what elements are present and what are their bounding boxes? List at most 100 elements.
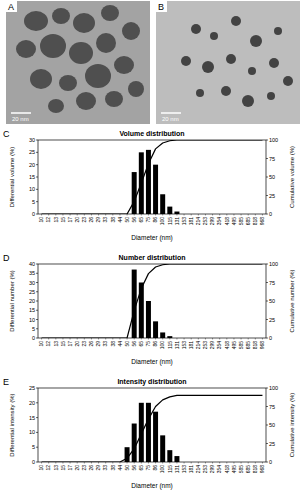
particle <box>269 58 279 68</box>
particle <box>59 75 77 91</box>
y2-tick-label: 50 <box>269 422 275 428</box>
y-tick-label: 10 <box>29 186 35 192</box>
x-tick-label: 12 <box>45 217 51 223</box>
plot-frame <box>38 264 266 338</box>
cumulative-line <box>42 140 263 214</box>
x-tick-label: 495 <box>231 465 237 474</box>
y-tick-label: 0 <box>32 459 35 465</box>
x-tick-label: 29 <box>95 217 101 223</box>
x-tick-label: 968 <box>259 465 265 474</box>
x-tick-label: 131 <box>174 465 180 474</box>
image-background <box>6 1 150 124</box>
bar <box>167 450 172 462</box>
particle <box>196 89 204 97</box>
particle <box>202 61 214 73</box>
y-tick-label: 25 <box>29 385 35 391</box>
y-axis-label: Differential volume (%) <box>9 147 15 208</box>
y-tick-label: 15 <box>29 415 35 421</box>
y2-tick-label: 100 <box>269 261 278 267</box>
panel-label: A <box>8 2 14 12</box>
x-tick-label: 12 <box>45 341 51 347</box>
x-tick-label: 299 <box>209 217 215 226</box>
x-tick-label: 38 <box>110 217 116 223</box>
y2-tick-label: 25 <box>269 317 275 323</box>
x-tick-label: 56 <box>131 341 137 347</box>
particle <box>101 5 119 21</box>
x-tick-label: 26 <box>88 217 94 223</box>
chart-title: Intensity distribution <box>117 378 186 386</box>
cumulative-line <box>42 264 263 338</box>
y-tick-label: 30 <box>29 280 35 286</box>
x-tick-label: 253 <box>202 217 208 226</box>
x-tick-label: 75 <box>145 465 151 471</box>
particle <box>73 13 95 33</box>
x-tick-label: 495 <box>231 217 237 226</box>
y-tick-label: 25 <box>29 149 35 155</box>
x-tick-label: 685 <box>245 465 251 474</box>
x-tick-label: 65 <box>138 341 144 347</box>
x-tick-label: 685 <box>245 341 251 350</box>
chart-title: Volume distribution <box>119 130 184 137</box>
x-tick-label: 495 <box>231 341 237 350</box>
bar <box>160 194 165 214</box>
particle <box>96 33 116 53</box>
panel-label: B <box>158 2 164 12</box>
x-tick-label: 115 <box>167 465 173 473</box>
bar <box>146 301 151 338</box>
figure: A20 nmB20 nmCVolume distribution05101520… <box>0 0 304 500</box>
x-tick-label: 29 <box>95 341 101 347</box>
histogram-chart: CVolume distribution05101520253002550751… <box>3 129 295 242</box>
x-tick-label: 33 <box>102 217 108 223</box>
y-tick-label: 5 <box>32 326 35 332</box>
x-tick-label: 214 <box>195 465 201 474</box>
x-tick-label: 38 <box>110 465 116 471</box>
plot-frame <box>38 388 266 462</box>
y-tick-label: 20 <box>29 400 35 406</box>
x-tick-label: 15 <box>60 465 66 471</box>
panel-label: E <box>3 377 9 387</box>
x-tick-label: 100 <box>159 465 165 474</box>
x-tick-label: 418 <box>224 341 230 350</box>
plot-frame <box>38 140 266 214</box>
x-tick-label: 181 <box>188 341 194 350</box>
y2-tick-label: 50 <box>269 174 275 180</box>
x-tick-label: 17 <box>67 465 73 471</box>
x-tick-label: 585 <box>238 217 244 226</box>
bar <box>174 456 179 462</box>
tem-image: B20 nm <box>156 1 300 124</box>
x-tick-label: 44 <box>117 341 123 347</box>
x-tick-label: 17 <box>67 341 73 347</box>
y2-tick-label: 100 <box>269 385 278 391</box>
x-tick-label: 585 <box>238 465 244 474</box>
particle <box>128 81 144 97</box>
x-tick-label: 968 <box>259 217 265 226</box>
particle <box>69 42 93 64</box>
x-tick-label: 10 <box>38 465 44 471</box>
x-tick-label: 214 <box>195 217 201 226</box>
bar <box>167 207 172 214</box>
x-tick-label: 50 <box>124 341 130 347</box>
particle <box>231 16 241 26</box>
bar <box>174 212 179 214</box>
chart-title: Number distribution <box>119 254 186 261</box>
x-tick-label: 13 <box>53 217 59 223</box>
x-tick-label: 685 <box>245 217 251 226</box>
x-tick-label: 418 <box>224 217 230 226</box>
x-tick-label: 253 <box>202 341 208 350</box>
x-tick-label: 13 <box>53 341 59 347</box>
y2-axis-label: Cumulative volume (%) <box>289 146 295 208</box>
particle <box>181 56 191 66</box>
x-tick-label: 153 <box>181 217 187 226</box>
bar <box>160 435 165 462</box>
label-box <box>156 1 167 12</box>
x-tick-label: 23 <box>81 465 87 471</box>
image-background <box>156 1 300 124</box>
x-tick-label: 15 <box>60 217 66 223</box>
x-tick-label: 12 <box>45 465 51 471</box>
x-tick-label: 968 <box>259 341 265 350</box>
x-tick-label: 20 <box>74 217 80 223</box>
y-tick-label: 25 <box>29 289 35 295</box>
x-tick-label: 131 <box>174 217 180 226</box>
x-tick-label: 75 <box>145 217 151 223</box>
panel-label: C <box>3 129 10 139</box>
